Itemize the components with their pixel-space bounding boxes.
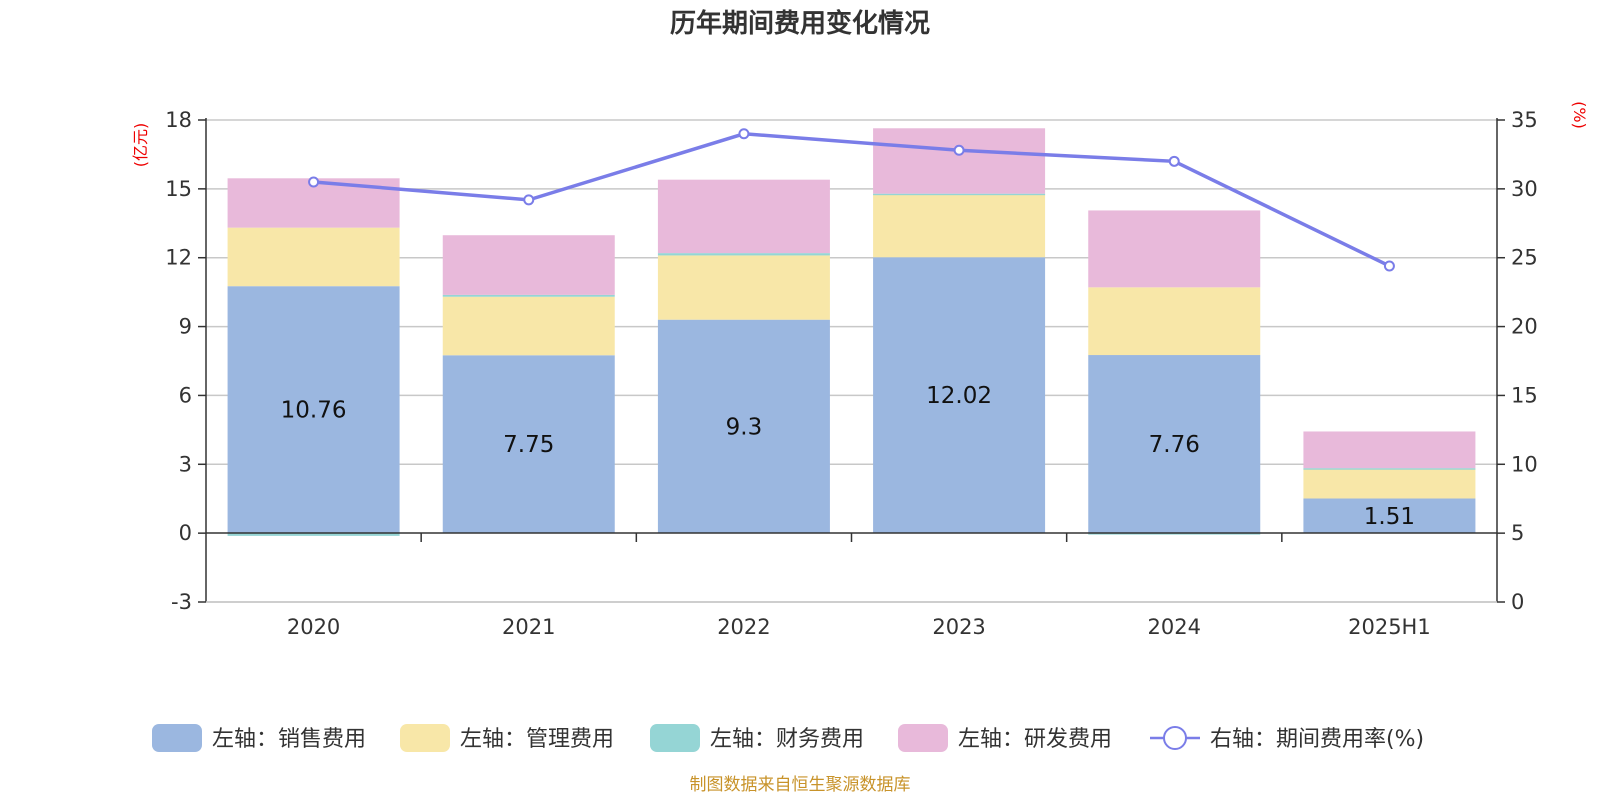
- x-tick-label: 2025H1: [1348, 615, 1431, 639]
- rate-point: [1383, 260, 1395, 272]
- bar-segment: [873, 194, 1046, 258]
- rate-point: [1168, 155, 1180, 167]
- gridlines: [206, 119, 1497, 603]
- source-note: 制图数据来自恒生聚源数据库: [690, 775, 911, 795]
- rate-point: [523, 194, 535, 206]
- tick-labels: -3 0 3 6 9 12 15 18 0 5 10 15 20 25 30 35 2020 2021 2022 20…: [165, 108, 1537, 639]
- legend-swatch: [152, 724, 202, 752]
- bar-segment: [1088, 210, 1261, 288]
- x-tick-label: 2023: [932, 615, 985, 639]
- bar-segment: [227, 533, 400, 536]
- bar-segment: [1088, 287, 1261, 356]
- x-tick-label: 2024: [1148, 615, 1201, 639]
- right-tick-label: 0: [1511, 590, 1524, 614]
- bar-segment: [442, 355, 615, 534]
- bar-segment: [442, 294, 615, 297]
- right-tick-label: 15: [1511, 383, 1538, 407]
- rate-point: [953, 144, 965, 156]
- sales-value-label: 9.3: [726, 414, 763, 440]
- rate-point: [738, 128, 750, 140]
- legend-label: 左轴：财务费用: [710, 727, 864, 752]
- legend-swatch: [400, 724, 450, 752]
- left-tick-label: 12: [165, 246, 192, 270]
- legend-label: 左轴：管理费用: [460, 727, 614, 752]
- axes: [198, 118, 1505, 603]
- bar-segment: [442, 296, 615, 356]
- bar-segment: [227, 286, 400, 534]
- legend-swatch: [898, 724, 948, 752]
- rate-line-path: [313, 132, 1391, 268]
- legend-label: 左轴：研发费用: [958, 727, 1112, 752]
- sales-value-label: 12.02: [926, 383, 992, 409]
- right-tick-label: 20: [1511, 315, 1538, 339]
- rate-point: [308, 176, 320, 188]
- bar-segment: [1303, 468, 1476, 499]
- left-tick-label: 18: [165, 108, 192, 132]
- legend-label: 左轴：销售费用: [212, 727, 366, 752]
- bar-segment: [873, 128, 1046, 194]
- sales-value-label: 10.76: [281, 398, 347, 424]
- bar-segment: [657, 255, 830, 320]
- left-tick-label: 15: [165, 177, 192, 201]
- right-tick-label: 10: [1511, 452, 1538, 476]
- bar-segment: [1088, 355, 1261, 534]
- x-tick-label: 2022: [717, 615, 770, 639]
- bar-segment: [1303, 498, 1476, 534]
- left-axis-unit: (亿元): [131, 123, 150, 168]
- bar-segment: [657, 253, 830, 256]
- bar-segment: [873, 193, 1046, 196]
- bar-segment: [1303, 431, 1476, 469]
- chart-title: 历年期间费用变化情况: [670, 8, 930, 39]
- rate-line: [308, 128, 1395, 272]
- bar-segment: [1303, 468, 1476, 470]
- bar-segment: [657, 179, 830, 254]
- left-tick-label: -3: [171, 590, 192, 614]
- left-tick-label: 6: [179, 383, 192, 407]
- right-tick-label: 5: [1511, 521, 1524, 545]
- bar-segment: [442, 235, 615, 295]
- left-tick-label: 0: [179, 521, 192, 545]
- x-tick-label: 2021: [502, 615, 555, 639]
- sales-value-label: 1.51: [1364, 504, 1415, 530]
- sales-value-label: 7.76: [1149, 432, 1200, 458]
- right-tick-label: 30: [1511, 177, 1538, 201]
- right-axis-unit: (%): [1570, 101, 1589, 129]
- left-tick-label: 3: [179, 452, 192, 476]
- legend: 左轴：销售费用 左轴：管理费用 左轴：财务费用 左轴：研发费用 右轴：期间费用率(%): [152, 724, 1424, 752]
- bar-segment: [873, 257, 1046, 534]
- legend-label: 右轴：期间费用率(%): [1210, 727, 1424, 752]
- right-tick-label: 25: [1511, 246, 1538, 270]
- left-tick-label: 9: [179, 315, 192, 339]
- legend-marker: [1163, 726, 1187, 750]
- bar-segment: [227, 227, 400, 287]
- legend-swatch: [650, 724, 700, 752]
- data-labels: 10.76 7.75 9.3 12.02 7.76 1.51: [281, 383, 1415, 530]
- sales-value-label: 7.75: [503, 432, 554, 458]
- right-tick-label: 35: [1511, 108, 1538, 132]
- x-tick-label: 2020: [287, 615, 340, 639]
- bar-series: [227, 128, 1476, 536]
- bar-segment: [1088, 533, 1261, 535]
- bar-segment: [657, 319, 830, 534]
